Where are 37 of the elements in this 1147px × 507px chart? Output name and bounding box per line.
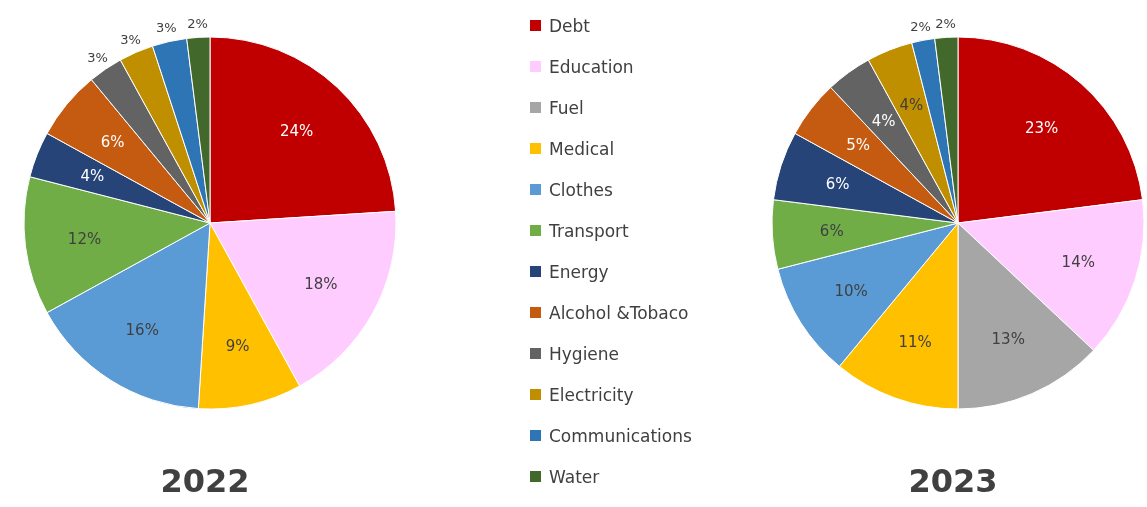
data-label: 9% xyxy=(225,337,250,356)
data-label: 2% xyxy=(935,15,956,31)
legend-label: Clothes xyxy=(549,179,613,200)
text: 2022 xyxy=(159,462,251,500)
legend-label: Education xyxy=(549,56,634,77)
data-label: 11% xyxy=(898,333,932,351)
legend-label: Energy xyxy=(549,261,609,282)
data-label: 12% xyxy=(67,229,102,248)
legend-label: Water xyxy=(549,466,600,487)
data-label: 3% xyxy=(156,20,177,36)
data-label: 6% xyxy=(825,174,850,193)
data-label: 3% xyxy=(120,31,141,47)
data-label: 23% xyxy=(1024,119,1059,138)
data-label: 4% xyxy=(80,167,105,186)
legend-label: Electricity xyxy=(549,384,634,405)
data-label: 10% xyxy=(834,281,868,300)
legend-label: Debt xyxy=(549,15,591,36)
data-label: 16% xyxy=(125,320,159,339)
legend-label: Fuel xyxy=(549,97,584,118)
data-label: 4% xyxy=(899,96,924,115)
data-label: 6% xyxy=(819,221,844,240)
legend-label: Transport xyxy=(549,220,629,241)
data-label: 4% xyxy=(871,111,896,130)
data-label: 18% xyxy=(304,274,338,293)
text: 2023 xyxy=(907,462,999,500)
data-label: 24% xyxy=(279,121,314,140)
data-label: 5% xyxy=(846,136,870,155)
legend-label: Communications xyxy=(549,425,692,446)
data-label: 2% xyxy=(187,15,208,31)
data-label: 2% xyxy=(910,19,931,35)
data-label: 13% xyxy=(991,330,1025,349)
legend-label: Hygiene xyxy=(549,343,620,364)
legend-label: Alcohol &Tobaco xyxy=(549,302,689,323)
data-label: 6% xyxy=(100,133,125,152)
data-label: 3% xyxy=(87,50,108,66)
data-label: 14% xyxy=(1061,253,1095,272)
legend-label: Medical xyxy=(549,138,615,159)
